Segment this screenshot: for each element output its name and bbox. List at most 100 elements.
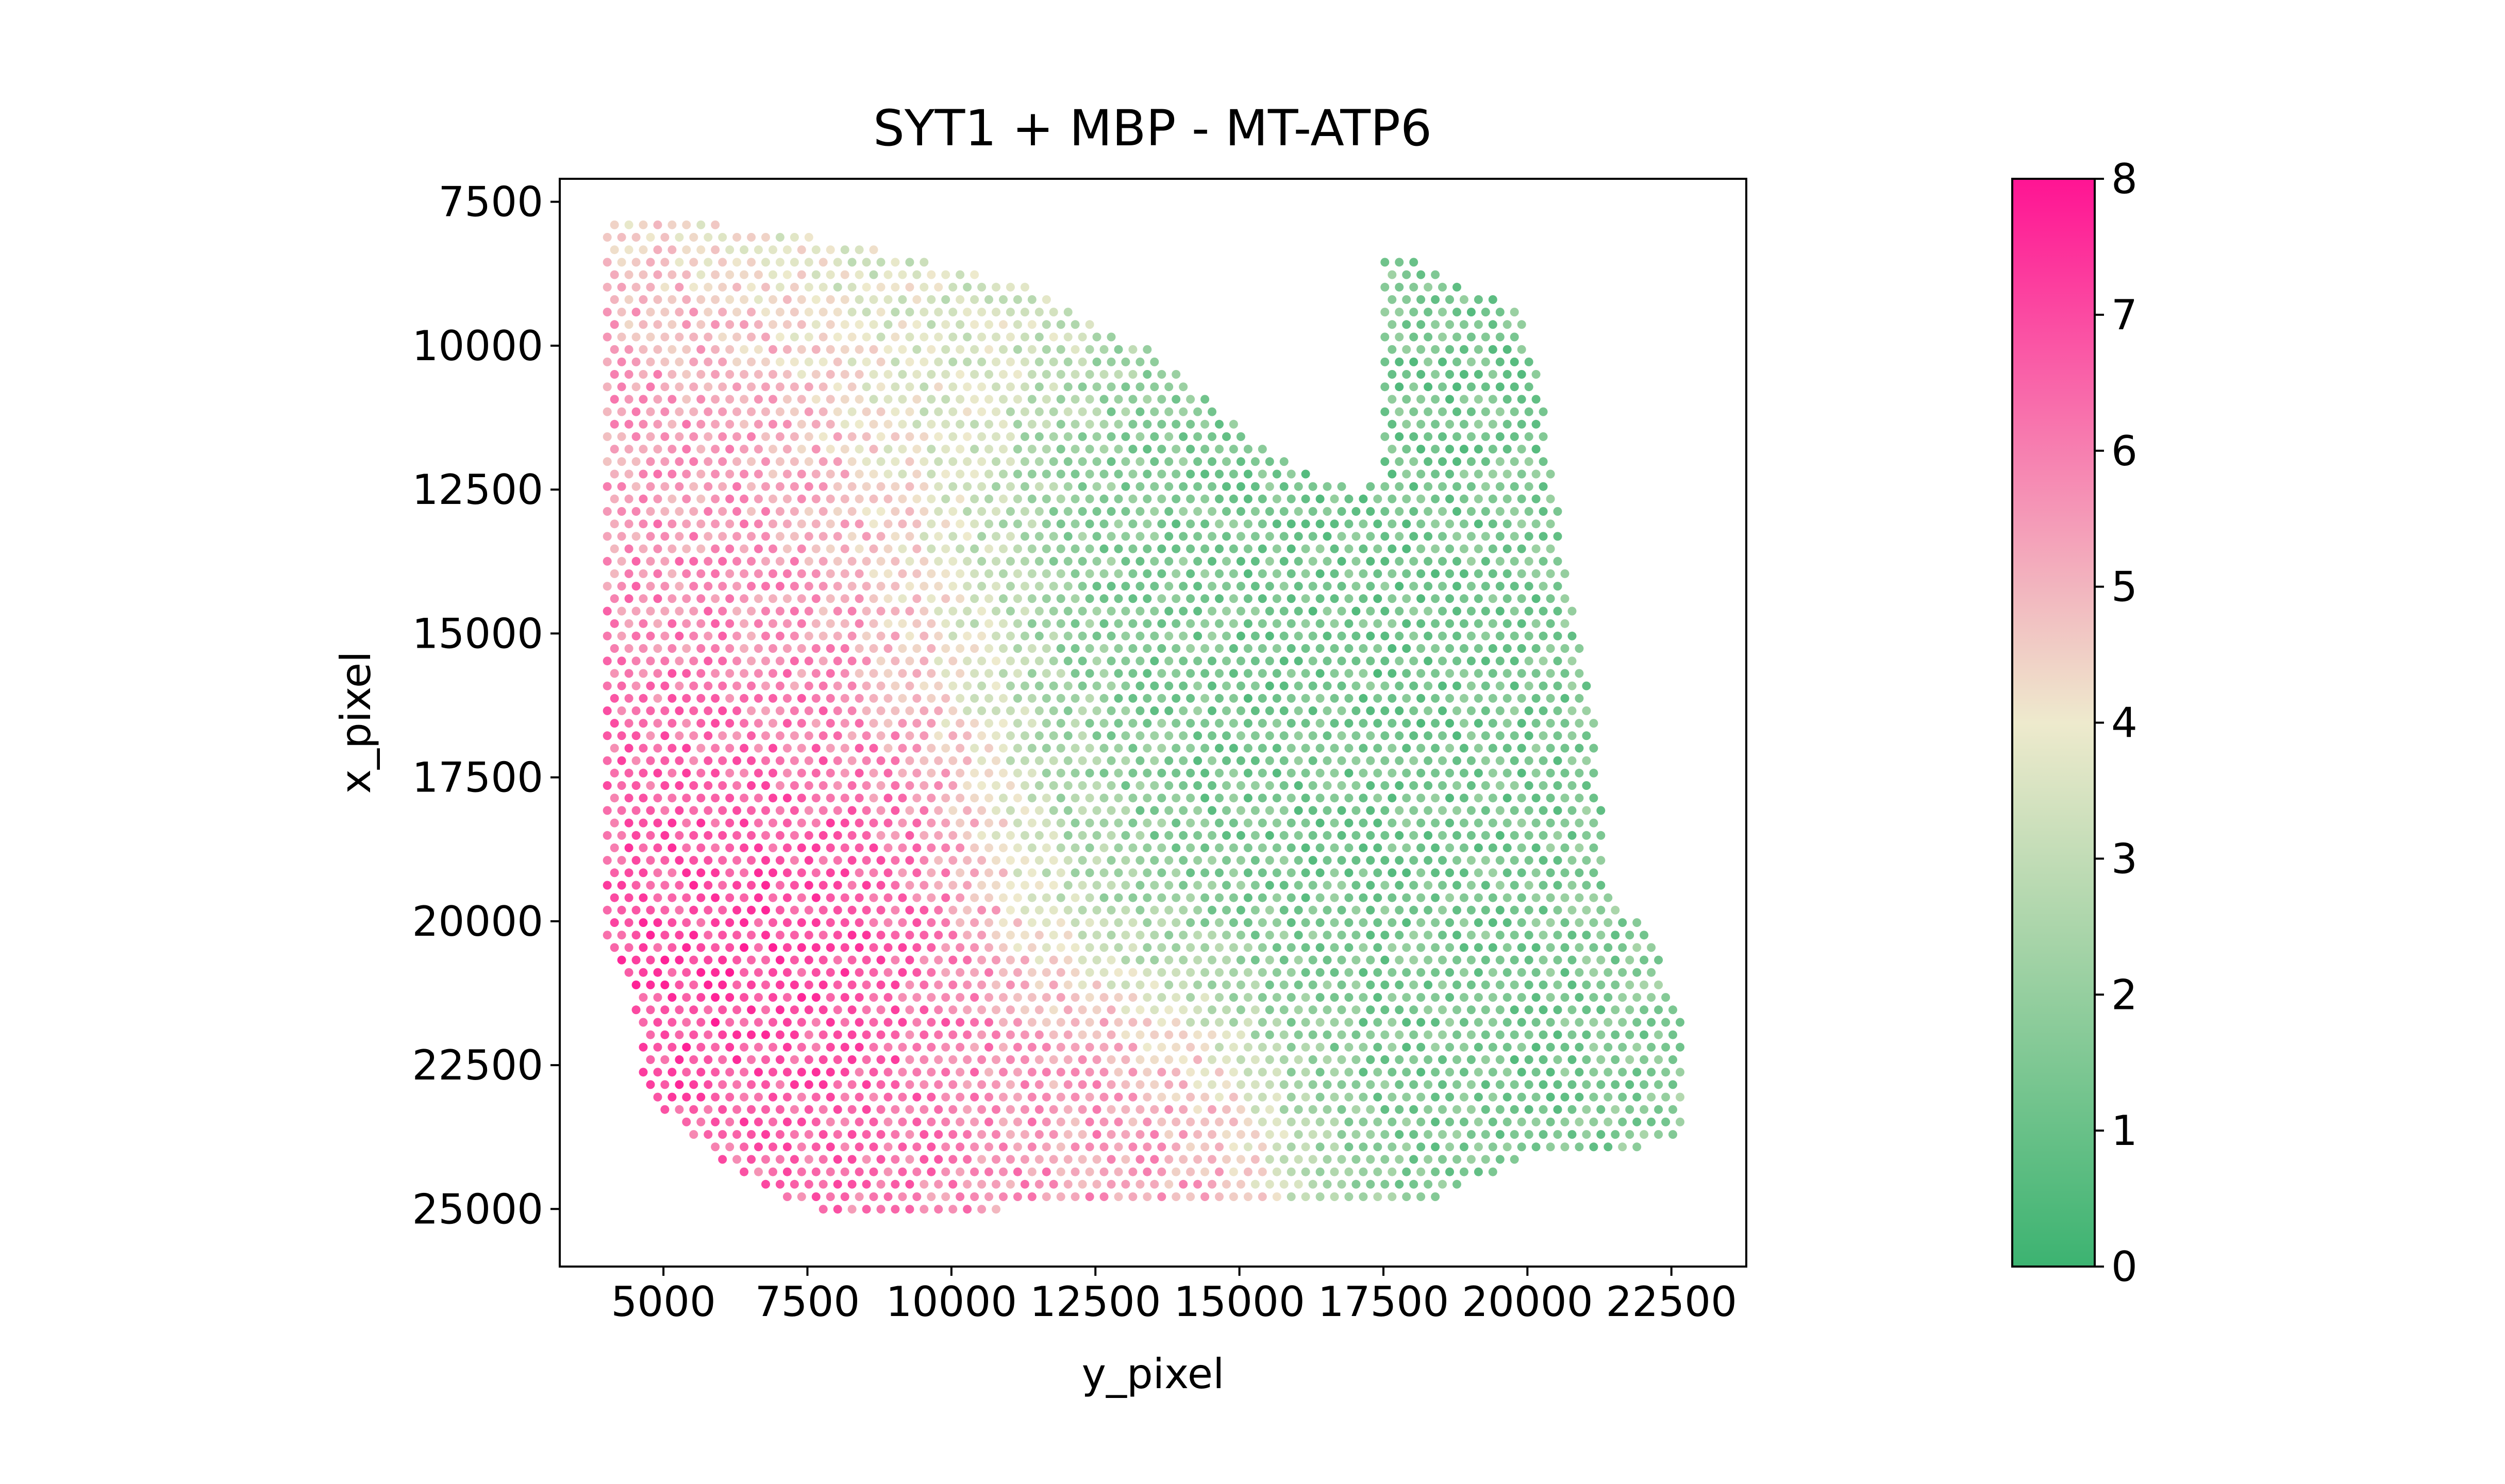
- spot: [1027, 445, 1037, 454]
- spot: [1502, 345, 1512, 354]
- spot: [1466, 382, 1476, 392]
- spot: [754, 1092, 763, 1102]
- spot: [1445, 768, 1454, 778]
- spot: [782, 768, 792, 778]
- spot: [1208, 756, 1216, 765]
- spot: [617, 881, 626, 890]
- spot: [1049, 681, 1058, 690]
- spot: [883, 694, 893, 703]
- spot: [1287, 843, 1296, 852]
- spot: [984, 943, 993, 952]
- spot: [1359, 993, 1368, 1002]
- spot: [631, 955, 641, 965]
- spot: [1323, 756, 1332, 765]
- spot: [1438, 1155, 1447, 1164]
- spot: [1481, 1130, 1490, 1139]
- spot: [711, 943, 720, 952]
- spot: [1243, 1068, 1252, 1077]
- spot: [1200, 1117, 1210, 1126]
- spot: [963, 905, 972, 915]
- spot: [624, 818, 633, 828]
- spot: [1200, 1092, 1210, 1102]
- spot: [646, 1030, 655, 1039]
- spot: [1208, 731, 1216, 740]
- spot: [1308, 1055, 1317, 1064]
- spot: [1164, 1080, 1174, 1089]
- spot: [912, 569, 922, 578]
- spot: [819, 806, 828, 815]
- spot: [1510, 382, 1519, 392]
- spot: [1539, 482, 1548, 491]
- spot: [855, 1167, 864, 1176]
- spot: [1294, 1105, 1303, 1114]
- spot: [754, 719, 763, 728]
- spot: [1539, 706, 1548, 715]
- spot: [797, 943, 806, 952]
- spot: [1424, 905, 1433, 915]
- spot: [1172, 519, 1181, 529]
- spot: [847, 282, 857, 292]
- spot: [682, 370, 691, 379]
- spot: [1560, 893, 1569, 902]
- spot: [862, 806, 871, 815]
- spot: [1531, 719, 1541, 728]
- spot: [689, 1030, 698, 1039]
- spot: [1071, 993, 1080, 1002]
- spot: [1287, 719, 1296, 728]
- spot: [1351, 931, 1361, 940]
- spot: [855, 494, 864, 503]
- spot: [1301, 1092, 1310, 1102]
- spot: [1085, 1018, 1094, 1027]
- spot: [610, 295, 619, 304]
- spot: [891, 1030, 900, 1039]
- spot: [1294, 881, 1303, 890]
- spot: [963, 806, 972, 815]
- spot: [1502, 1042, 1512, 1052]
- spot: [1222, 756, 1231, 765]
- colorbar-tick-label: 8: [2111, 155, 2137, 203]
- spot: [639, 345, 648, 354]
- spot: [1150, 931, 1159, 940]
- spot: [1150, 781, 1159, 790]
- spot: [1502, 694, 1512, 703]
- spot: [682, 993, 691, 1002]
- spot: [1020, 1179, 1029, 1189]
- spot: [1107, 507, 1116, 516]
- spot: [1215, 893, 1224, 902]
- spot: [948, 931, 958, 940]
- spot: [855, 469, 864, 479]
- spot: [1531, 469, 1541, 479]
- spot: [1567, 756, 1577, 765]
- spot: [1107, 1105, 1116, 1114]
- spot: [1308, 756, 1317, 765]
- spot: [1063, 432, 1073, 441]
- spot: [1034, 1005, 1044, 1015]
- spot: [1452, 905, 1461, 915]
- spot: [1193, 1179, 1203, 1189]
- spot: [1179, 1179, 1188, 1189]
- spot: [1502, 818, 1512, 828]
- spot: [1481, 731, 1490, 740]
- spot: [1380, 1030, 1390, 1039]
- spot: [1445, 494, 1454, 503]
- spot: [912, 494, 922, 503]
- spot: [797, 594, 806, 603]
- spot: [1330, 1117, 1339, 1126]
- spot: [1092, 656, 1101, 666]
- spot: [833, 407, 842, 416]
- spot: [1344, 843, 1354, 852]
- spot: [1092, 1055, 1101, 1064]
- spot: [1373, 594, 1382, 603]
- x-tick-label: 22500: [1606, 1278, 1737, 1326]
- spot: [1330, 719, 1339, 728]
- spot: [1157, 943, 1166, 952]
- spot: [927, 569, 936, 578]
- spot: [977, 1205, 987, 1214]
- spot: [1186, 1117, 1195, 1126]
- spot: [624, 519, 633, 529]
- spot: [1466, 1080, 1476, 1089]
- spot: [1380, 1179, 1390, 1189]
- spot: [1042, 694, 1051, 703]
- spot: [1056, 644, 1065, 653]
- spot: [891, 432, 900, 441]
